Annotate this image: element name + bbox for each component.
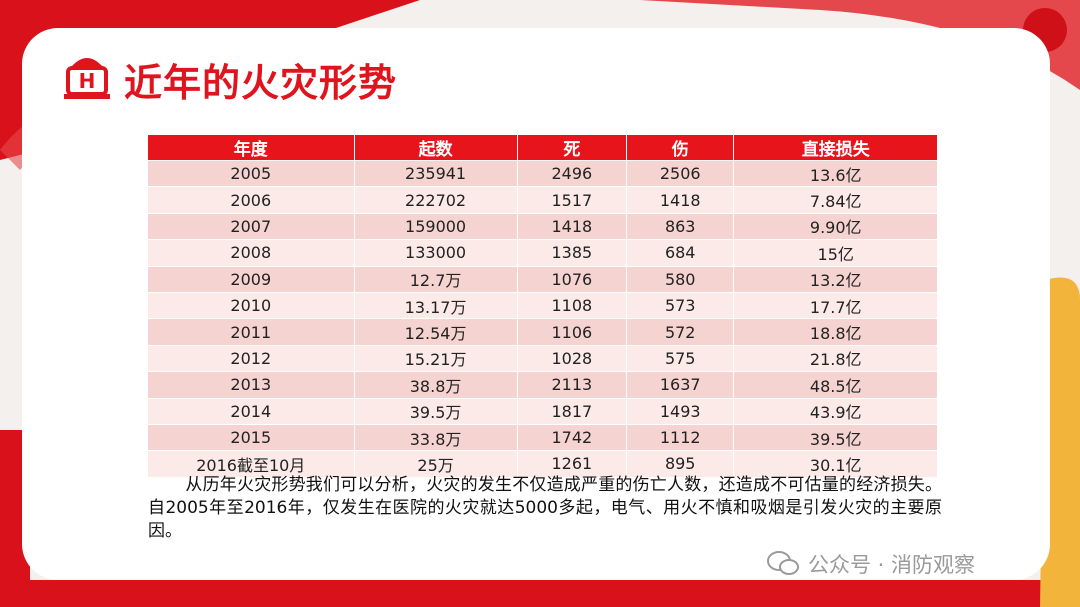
- table-cell: 1261: [517, 450, 628, 477]
- table-cell: 895: [626, 450, 735, 477]
- table-cell: 2009: [148, 265, 355, 293]
- table-cell: 1028: [517, 344, 628, 372]
- table-cell: 1108: [517, 291, 628, 319]
- table-cell: 2012: [148, 344, 355, 372]
- table-cell: 2007: [148, 212, 355, 240]
- table-cell: 25万: [354, 450, 518, 477]
- table-cell: 38.8万: [354, 371, 518, 399]
- table-row: 2015 33.8万 1742 1112 39.5亿: [148, 423, 938, 451]
- table-cell: 13.17万: [354, 291, 518, 319]
- red-brush: [640, 0, 1080, 90]
- table-cell: 133000: [354, 239, 518, 267]
- table-cell: 13.2亿: [733, 265, 938, 293]
- watermark: 公众号 · 消防观察: [808, 553, 976, 577]
- table-cell: 2008: [148, 239, 355, 267]
- table-row: 2009 12.7万 1076 580 13.2亿: [148, 265, 938, 293]
- red-band: [0, 580, 1080, 607]
- table-cell: 1106: [517, 318, 628, 346]
- table-row: 2013 38.8万 2113 1637 48.5亿: [148, 371, 938, 399]
- table-cell: 2506: [626, 159, 735, 187]
- table-cell: 18.8亿: [733, 318, 938, 346]
- table-cell: 15亿: [733, 239, 938, 267]
- slide-title: 近年的火灾形势: [124, 61, 398, 105]
- table-cell: 39.5万: [354, 397, 518, 425]
- column-header: 起数: [354, 135, 518, 161]
- table-cell: 2496: [517, 159, 628, 187]
- table-cell: 9.90亿: [733, 212, 938, 240]
- table-cell: 2005: [148, 159, 355, 187]
- table-row: 2005 235941 2496 2506 13.6亿: [148, 159, 938, 187]
- column-header: 直接损失: [733, 135, 938, 161]
- table-cell: 2006: [148, 186, 355, 214]
- fire-table: 年度 起数死伤直接损失 2005 235941 2496 2506 13.6亿 2006 222…: [148, 135, 938, 477]
- table-cell: 1385: [517, 239, 628, 267]
- table-cell: 863: [626, 212, 735, 240]
- table-cell: 7.84亿: [733, 186, 938, 214]
- table-cell: 1076: [517, 265, 628, 293]
- table-cell: 1637: [626, 371, 735, 399]
- table-cell: 30.1亿: [733, 450, 938, 477]
- table-cell: 572: [626, 318, 735, 346]
- table-cell: 222702: [354, 186, 518, 214]
- logo-icon: H: [64, 58, 110, 99]
- table-row: 2006 222702 1517 1418 7.84亿: [148, 186, 938, 214]
- column-header: 伤: [626, 135, 735, 161]
- table-cell: 12.54万: [354, 318, 518, 346]
- firefighter-figure: [1040, 277, 1080, 607]
- table-cell: 580: [626, 265, 735, 293]
- table-cell: 1112: [626, 423, 735, 451]
- table-cell: 575: [626, 344, 735, 372]
- table-cell: 12.7万: [354, 265, 518, 293]
- table-cell: 1493: [626, 397, 735, 425]
- table-cell: 1517: [517, 186, 628, 214]
- header-row: 年度 起数死伤直接损失: [148, 135, 938, 161]
- table-cell: 2011: [148, 318, 355, 346]
- table-row: 2008 133000 1385 684 15亿: [148, 239, 938, 267]
- table-cell: 573: [626, 291, 735, 319]
- table-cell: 159000: [354, 212, 518, 240]
- table-cell: 2014: [148, 397, 355, 425]
- paragraph: 从历年火灾形势我们可以分析，火灾的发生不仅造成严重的伤亡人数，还造成不可估量的经…: [148, 475, 942, 541]
- column-header: 年度: [148, 135, 355, 161]
- table-row: 2014 39.5万 1817 1493 43.9亿: [148, 397, 938, 425]
- table-cell: 39.5亿: [733, 423, 938, 451]
- table-row: 2011 12.54万 1106 572 18.8亿: [148, 318, 938, 346]
- table-cell: 2010: [148, 291, 355, 319]
- table-row: 2012 15.21万 1028 575 21.8亿: [148, 344, 938, 372]
- table-row: 2016截至10月 25万 1261 895 30.1亿: [148, 450, 938, 477]
- table-row: 2010 13.17万 1108 573 17.7亿: [148, 291, 938, 319]
- table-cell: 1418: [517, 212, 628, 240]
- table-cell: 17.7亿: [733, 291, 938, 319]
- table-cell: 684: [626, 239, 735, 267]
- column-header: 死: [517, 135, 628, 161]
- table-cell: 33.8万: [354, 423, 518, 451]
- table-cell: 2016截至10月: [148, 450, 355, 477]
- table-cell: 2013: [148, 371, 355, 399]
- table-cell: 2015: [148, 423, 355, 451]
- table-cell: 1817: [517, 397, 628, 425]
- table-cell: 2113: [517, 371, 628, 399]
- table-cell: 43.9亿: [733, 397, 938, 425]
- table-cell: 48.5亿: [733, 371, 938, 399]
- wechat-icon: [767, 551, 799, 575]
- svg-text:H: H: [79, 69, 96, 93]
- table-cell: 1418: [626, 186, 735, 214]
- table-cell: 1742: [517, 423, 628, 451]
- table-cell: 21.8亿: [733, 344, 938, 372]
- table-row: 2007 159000 1418 863 9.90亿: [148, 212, 938, 240]
- table-cell: 15.21万: [354, 344, 518, 372]
- table-cell: 13.6亿: [733, 159, 938, 187]
- table-cell: 235941: [354, 159, 518, 187]
